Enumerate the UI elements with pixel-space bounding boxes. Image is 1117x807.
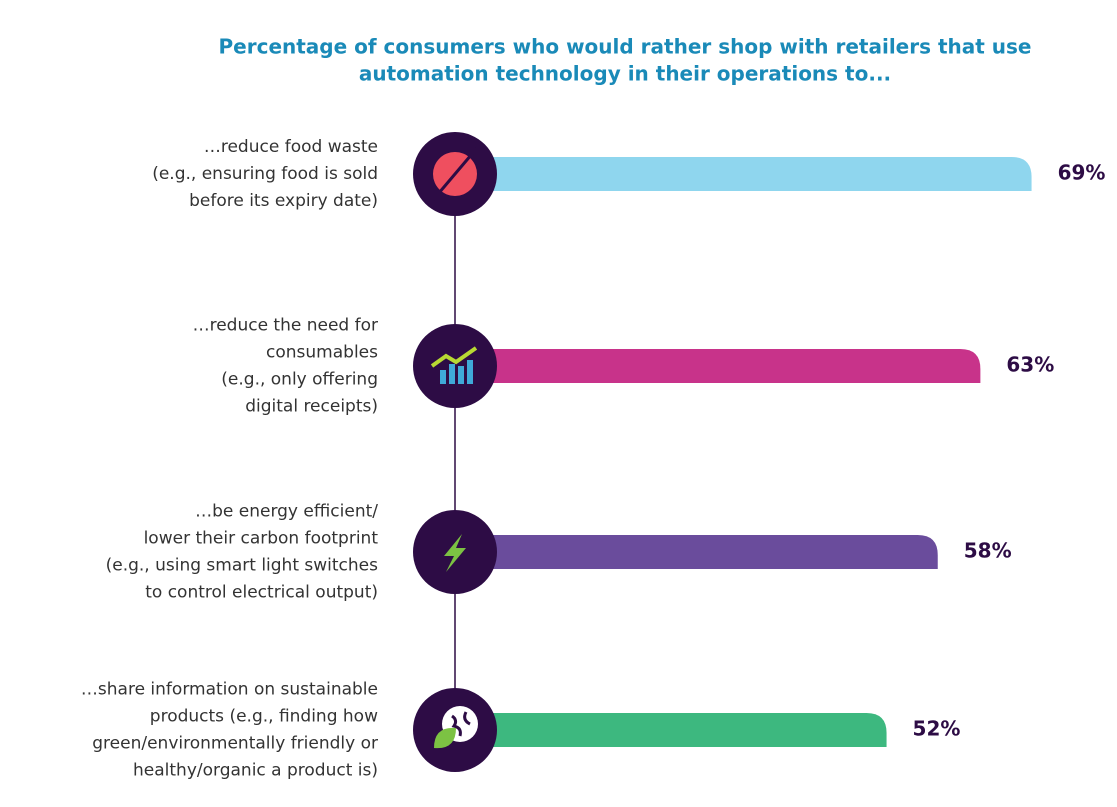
category-label: before its expiry date) [189, 191, 378, 211]
bars [443, 157, 1032, 747]
icon-slash [431, 147, 479, 201]
value-label: 52% [913, 717, 961, 741]
category-label: (e.g., using smart light switches [106, 556, 379, 576]
category-label: …reduce food waste [204, 137, 378, 157]
bar [443, 713, 887, 747]
category-label: consumables [266, 343, 378, 363]
title-group: Percentage of consumers who would rather… [219, 35, 1032, 86]
category-label: …share information on sustainable [81, 680, 378, 700]
chart-title: Percentage of consumers who would rather… [219, 35, 1032, 59]
chart-title: automation technology in their operation… [359, 62, 891, 86]
value-label: 58% [964, 539, 1012, 563]
value-label: 69% [1058, 161, 1106, 185]
category-label: to control electrical output) [145, 583, 378, 603]
category-label: products (e.g., finding how [150, 707, 378, 727]
icons [413, 132, 497, 772]
category-label: green/environmentally friendly or [92, 734, 378, 754]
icon-bolt [444, 534, 466, 572]
category-label: healthy/organic a product is) [133, 761, 378, 781]
bar [443, 349, 981, 383]
category-label: (e.g., only offering [221, 370, 378, 390]
bar [443, 535, 938, 569]
category-label: lower their carbon footprint [144, 529, 379, 549]
icon-trend [430, 346, 478, 368]
category-label: (e.g., ensuring food is sold [152, 164, 378, 184]
bar [443, 157, 1032, 191]
value-label: 63% [1006, 353, 1054, 377]
icon-chart [440, 360, 473, 384]
icon-globe-land [451, 711, 471, 737]
category-label: …reduce the need for [193, 316, 378, 336]
category-label: …be energy efficient/ [195, 502, 378, 522]
category-label: digital receipts) [245, 397, 378, 417]
icon-leaf [434, 727, 456, 749]
